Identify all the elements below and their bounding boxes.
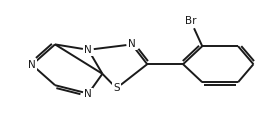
Text: Br: Br bbox=[185, 16, 196, 26]
Text: S: S bbox=[113, 83, 120, 93]
Text: N: N bbox=[28, 60, 36, 70]
Text: N: N bbox=[84, 89, 92, 99]
Text: N: N bbox=[128, 39, 136, 49]
Text: N: N bbox=[84, 45, 92, 55]
